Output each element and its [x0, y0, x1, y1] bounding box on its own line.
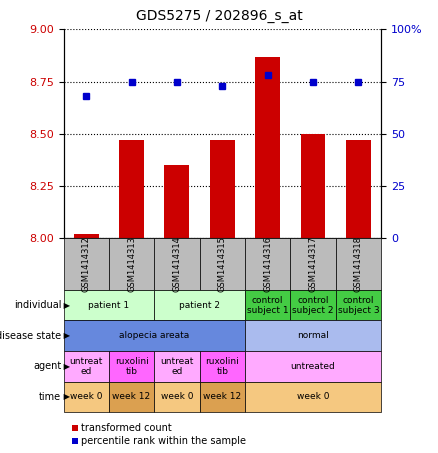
Text: week 0: week 0	[161, 392, 193, 401]
Text: transformed count: transformed count	[81, 423, 172, 433]
Text: GSM1414313: GSM1414313	[127, 236, 136, 292]
Text: ruxolini
tib: ruxolini tib	[115, 357, 148, 376]
Text: disease state: disease state	[0, 331, 61, 341]
Text: week 0: week 0	[297, 392, 329, 401]
Text: individual: individual	[14, 300, 61, 310]
Text: control
subject 1: control subject 1	[247, 295, 289, 315]
Text: ▶: ▶	[61, 362, 71, 371]
Text: control
subject 2: control subject 2	[292, 295, 334, 315]
Text: GDS5275 / 202896_s_at: GDS5275 / 202896_s_at	[136, 9, 302, 23]
Text: GSM1414317: GSM1414317	[308, 236, 318, 292]
Text: ▶: ▶	[61, 392, 71, 401]
Bar	[346, 140, 371, 238]
Text: GSM1414312: GSM1414312	[82, 236, 91, 292]
Text: untreat
ed: untreat ed	[160, 357, 194, 376]
Text: week 0: week 0	[70, 392, 102, 401]
Text: ▶: ▶	[61, 301, 71, 310]
Text: control
subject 3: control subject 3	[338, 295, 379, 315]
Text: GSM1414316: GSM1414316	[263, 236, 272, 292]
Text: ▶: ▶	[61, 331, 71, 340]
Bar	[300, 134, 325, 238]
Text: GSM1414318: GSM1414318	[354, 236, 363, 292]
Text: time: time	[39, 392, 61, 402]
Text: agent: agent	[33, 361, 61, 371]
Bar	[164, 165, 189, 238]
Bar	[119, 140, 144, 238]
Text: week 12: week 12	[203, 392, 241, 401]
Text: week 12: week 12	[113, 392, 151, 401]
Text: alopecia areata: alopecia areata	[119, 331, 189, 340]
Text: untreat
ed: untreat ed	[70, 357, 103, 376]
Text: GSM1414314: GSM1414314	[173, 236, 181, 292]
Text: GSM1414315: GSM1414315	[218, 236, 227, 292]
Text: untreated: untreated	[291, 362, 336, 371]
Text: normal: normal	[297, 331, 329, 340]
Bar	[255, 57, 280, 238]
Text: patient 2: patient 2	[179, 301, 220, 310]
Text: ruxolini
tib: ruxolini tib	[205, 357, 239, 376]
Bar	[74, 234, 99, 238]
Text: patient 1: patient 1	[88, 301, 130, 310]
Bar	[210, 140, 235, 238]
Text: percentile rank within the sample: percentile rank within the sample	[81, 436, 247, 446]
